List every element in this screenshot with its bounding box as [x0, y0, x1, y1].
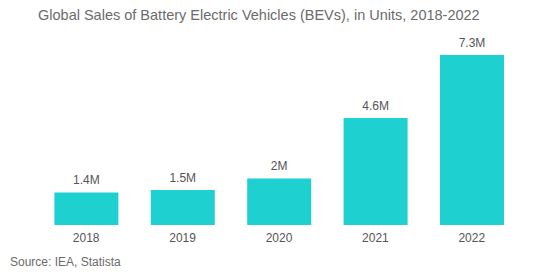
svg-text:2020: 2020 — [266, 231, 293, 245]
svg-text:1.5M: 1.5M — [169, 171, 196, 185]
svg-text:4.6M: 4.6M — [362, 99, 389, 113]
svg-text:1.4M: 1.4M — [73, 173, 100, 187]
svg-text:2022: 2022 — [458, 231, 485, 245]
svg-text:2M: 2M — [271, 159, 288, 173]
svg-text:2018: 2018 — [73, 231, 100, 245]
svg-text:7.3M: 7.3M — [459, 36, 486, 50]
html-text:Global Sales of Battery Electr: Global Sales of Battery Electric Vehicle… — [38, 7, 480, 23]
svg-text:2021: 2021 — [362, 231, 389, 245]
html-text:Source: IEA, Statista: Source: IEA, Statista — [10, 255, 121, 269]
svg-text:2019: 2019 — [169, 231, 196, 245]
